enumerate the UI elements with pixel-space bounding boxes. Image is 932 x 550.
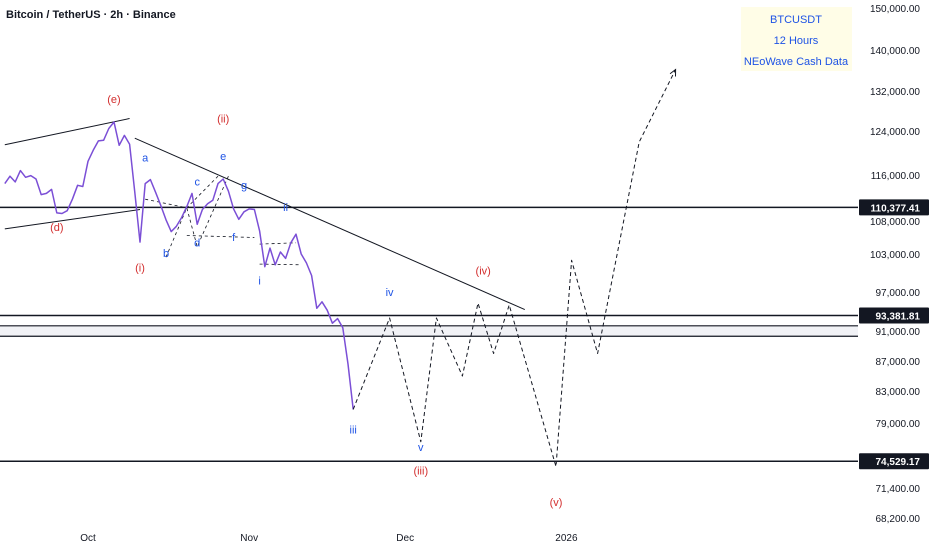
y-tick-label: 91,000.00 <box>876 327 921 338</box>
wave-label: a <box>142 152 149 164</box>
support-band <box>0 325 858 337</box>
x-tick-label: Nov <box>240 533 258 544</box>
price-line <box>4 121 354 410</box>
wave-label: e <box>220 151 226 163</box>
y-tick-label: 116,000.00 <box>871 171 921 182</box>
price-level-tag-label: 74,529.17 <box>876 457 921 468</box>
y-tick-label: 83,000.00 <box>876 387 921 398</box>
y-tick-label: 124,000.00 <box>870 127 920 138</box>
wave-label: f <box>232 232 236 244</box>
trendline-layer <box>4 118 526 311</box>
y-tick-label: 68,200.00 <box>876 514 921 525</box>
wave-label-layer: (e)(d)(i)(ii)abcdefgiiiiiiivv(iii)(iv)(v… <box>50 94 562 509</box>
y-tick-label: 132,000.00 <box>870 87 920 98</box>
info-box-background <box>741 7 852 71</box>
info-timeframe: 12 Hours <box>774 35 819 47</box>
price-level-tag-label: 93,381.81 <box>876 312 921 323</box>
y-tick-label: 79,000.00 <box>876 419 921 430</box>
wave-label: c <box>194 176 200 188</box>
wave-label: iv <box>386 287 394 299</box>
x-tick-label: Dec <box>396 533 414 544</box>
price-level-tag <box>859 453 929 470</box>
y-tick-label: 108,000.00 <box>870 217 920 228</box>
price-level-tag-label: 110,377.41 <box>871 203 921 214</box>
info-source: NEoWave Cash Data <box>744 56 849 68</box>
x-tick-label: 2026 <box>555 533 578 544</box>
wave-label: (e) <box>107 94 120 106</box>
price-level-tag <box>859 307 929 324</box>
chart-title: Bitcoin / TetherUS · 2h · Binance <box>6 9 176 21</box>
series-layer <box>4 68 677 468</box>
wave-label: v <box>418 442 424 454</box>
wave-label: i <box>258 275 260 287</box>
wave-label: (iv) <box>476 265 491 277</box>
y-tick-label: 103,000.00 <box>870 250 920 261</box>
wave-label: b <box>163 248 169 260</box>
x-tick-label: Oct <box>80 533 96 544</box>
info-symbol: BTCUSDT <box>770 14 822 26</box>
axis-layer: 150,000.00 140,000.00 132,000.00 124,000.00… <box>80 4 929 544</box>
y-tick-label: 140,000.00 <box>870 46 920 57</box>
y-tick-label: 150,000.00 <box>870 4 920 15</box>
trendline <box>4 209 141 230</box>
wave-label: g <box>241 180 247 192</box>
dashed-guide-line <box>259 263 302 266</box>
price-level-tag <box>859 199 929 216</box>
dashed-guide-line <box>259 242 297 245</box>
wave-label: (d) <box>50 222 63 234</box>
wave-label: (i) <box>135 263 145 275</box>
trendline <box>134 137 526 311</box>
trendline <box>4 118 130 146</box>
support-band-layer <box>0 325 858 337</box>
wave-label: d <box>194 238 200 250</box>
wave-label: iii <box>350 424 357 436</box>
y-tick-label: 87,000.00 <box>876 357 921 368</box>
dashed-guide-line <box>186 235 255 238</box>
wave-label: (iii) <box>413 465 428 477</box>
wave-label: (ii) <box>217 114 229 126</box>
projection-arrow <box>669 68 677 77</box>
y-tick-label: 97,000.00 <box>876 288 921 299</box>
y-tick-label: 71,400.00 <box>876 484 921 495</box>
dashed-guide-line <box>165 176 229 258</box>
projection-line <box>352 69 677 468</box>
wave-label: (v) <box>550 497 563 509</box>
wave-label: ii <box>283 202 288 214</box>
info-box: BTCUSDT 12 Hours NEoWave Cash Data <box>741 7 852 71</box>
